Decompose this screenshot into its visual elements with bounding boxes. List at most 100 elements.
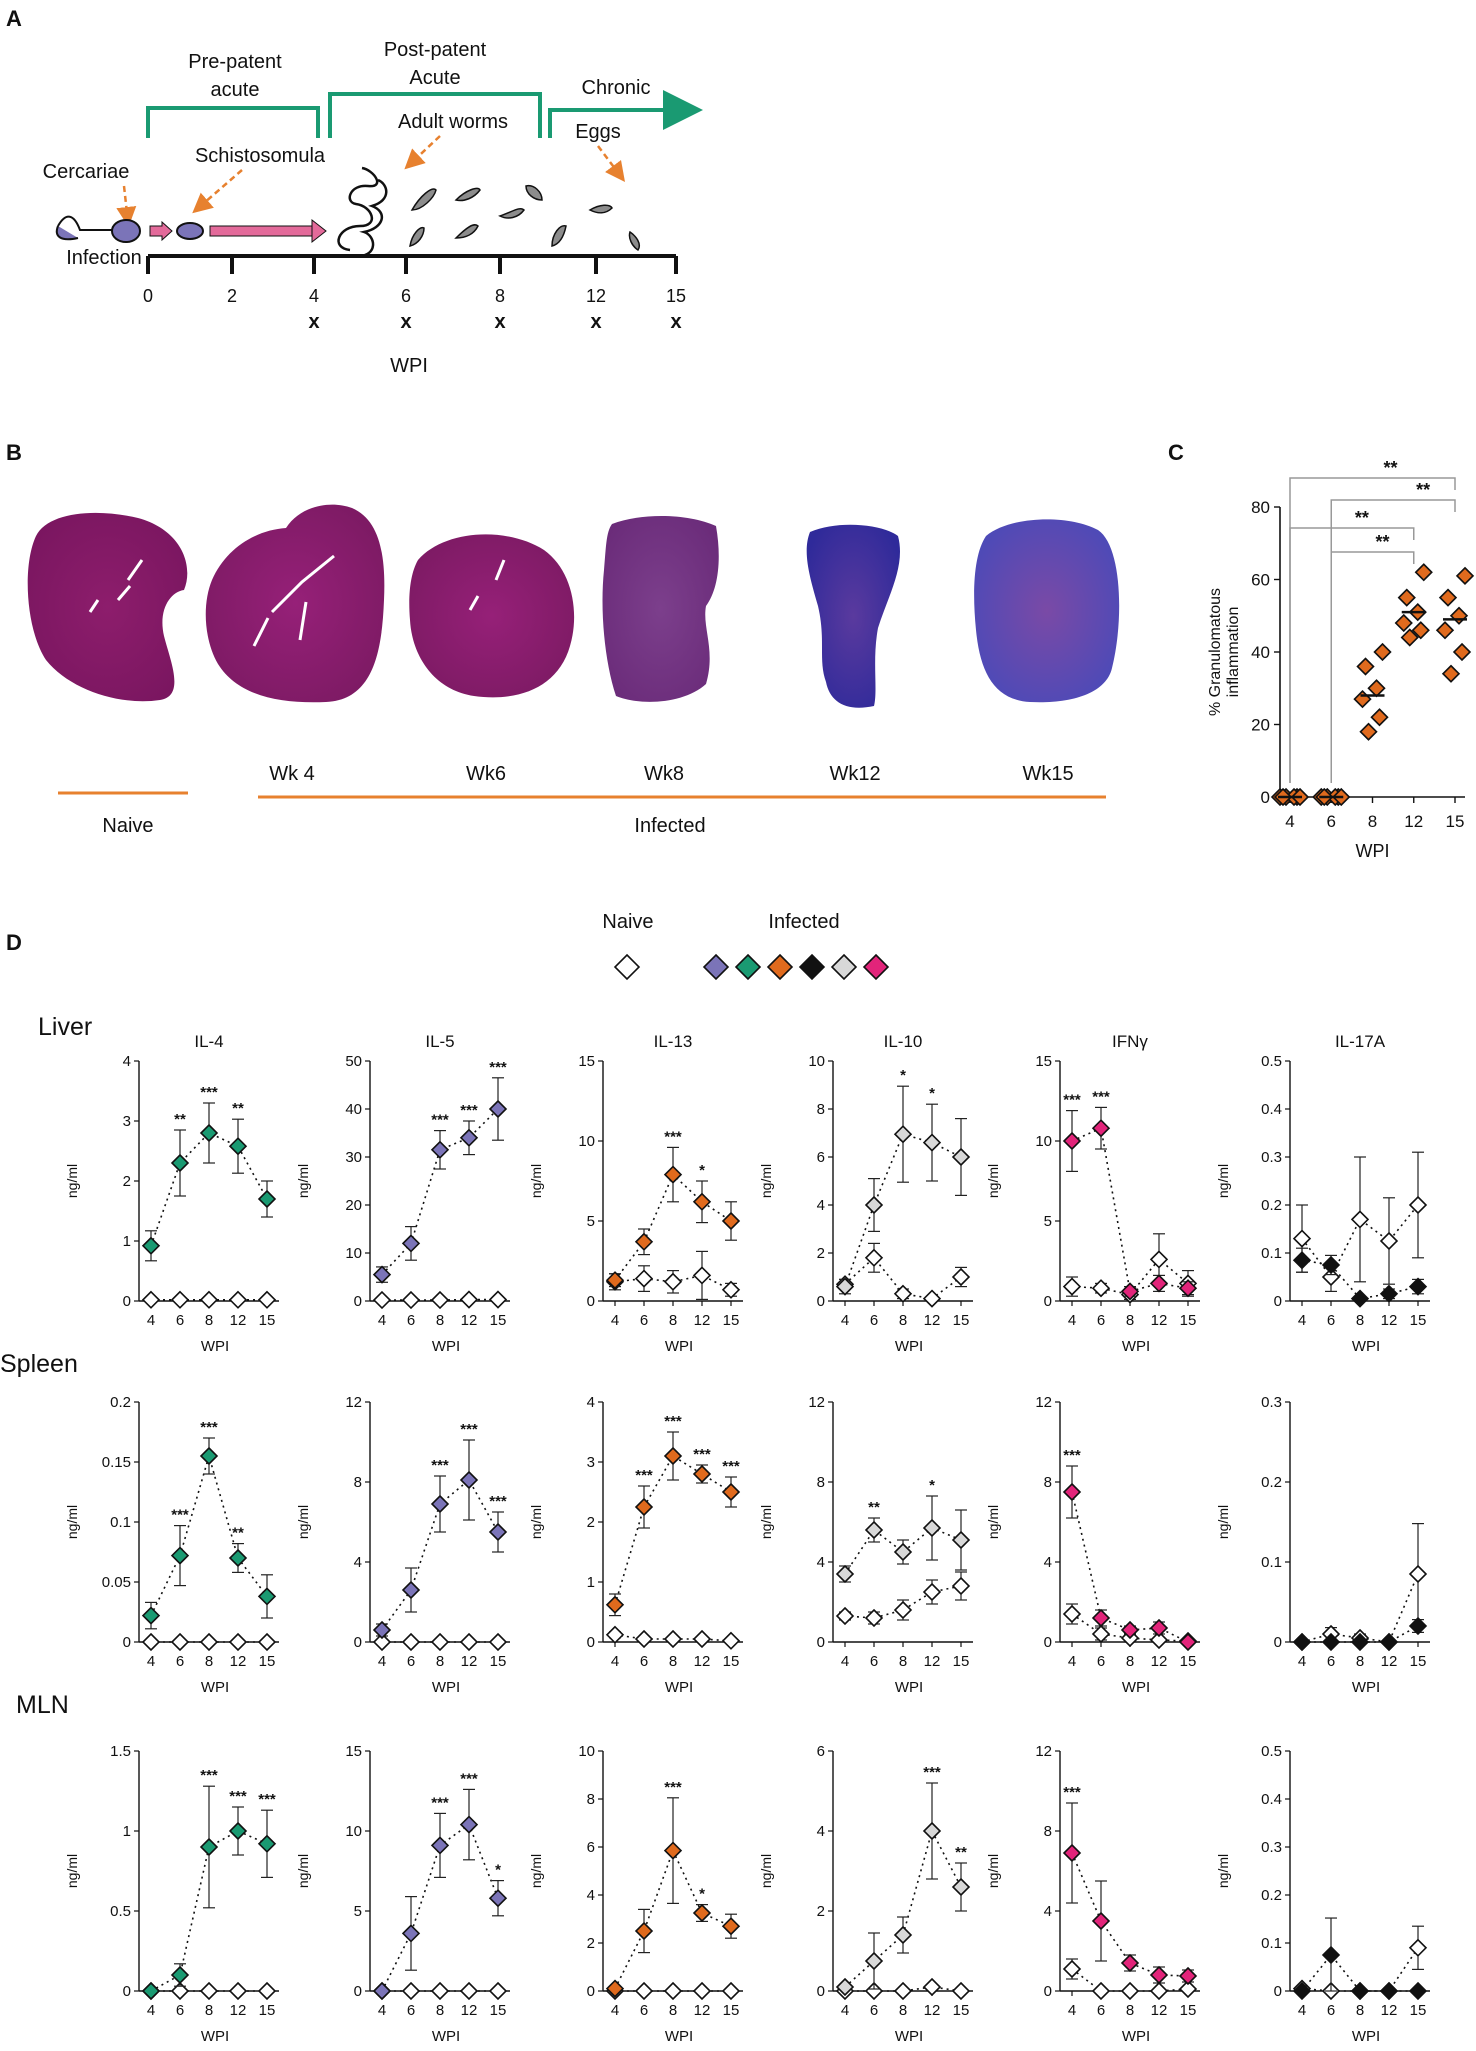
chart-title: IL-13 [654,1032,693,1051]
x-tick-label: 4 [1285,812,1294,831]
x-tick-label: 6 [407,1653,415,1670]
x-tick-label: 8 [1126,2002,1134,2019]
bracket-postpatent [328,92,542,138]
pink-arrow-icon [209,218,327,244]
x-tick-label: 8 [669,1312,677,1329]
infected-point [634,1497,654,1517]
x-axis-label: WPI [432,1338,460,1355]
x-tick-label: 15 [490,1653,507,1670]
infected-point [257,1189,277,1209]
chart-title: IL-10 [884,1032,923,1051]
y-tick-label: 15 [578,1053,595,1070]
naive-point [1091,1279,1111,1298]
naive-point [430,1290,450,1310]
infected-point [1408,1981,1428,2001]
infected-point [1350,1632,1370,1652]
x-tick-label: 6 [640,1653,648,1670]
naive-point [951,1576,971,1596]
y-tick-label: 5 [354,1903,362,1920]
naive-point [459,1981,479,2001]
x-tick-label: 4 [147,1653,155,1670]
naive-point [692,1629,712,1649]
y-tick-label: 6 [587,1839,595,1856]
x-tick-label: 8 [1356,2002,1364,2019]
x-tick-label: 15 [1180,2002,1197,2019]
x-tick-label: 12 [461,2002,478,2019]
legend-marker-infected [798,953,826,981]
liver-histology: Wk 4 Wk6 Wk8 Wk12 Wk15 Naive Infected [27,504,1120,837]
naive-point [1408,1938,1428,1957]
naive-point [372,1290,392,1310]
data-point [1367,679,1386,698]
data-point [1353,689,1372,709]
infected-point [835,1977,855,1997]
x-tick-label: 6 [870,1312,878,1329]
naive-series-line [614,1274,732,1291]
x-tick-label: 6 [176,1312,184,1329]
timeline-sample-marker: x [590,311,601,333]
data-point [1435,621,1455,640]
cytokine-chart: IL-5 0 10 20 30 40 50 4 6 8 12 15 WPI ng/ml *** *** *** [295,1032,510,1355]
data-point [1438,588,1458,607]
x-tick-label: 8 [205,1653,213,1670]
x-tick-label: 6 [1097,1653,1105,1670]
significance-star: *** [1092,1088,1110,1105]
significance-star: ** [232,1100,244,1117]
naive-point [1149,1250,1169,1269]
naive-point [141,1290,161,1309]
y-tick-label: 10 [345,1245,362,1262]
naive-series-line [614,1634,732,1642]
naive-series-line [1071,1968,1189,1992]
cytokine-chart: 0 0.5 1 1.5 4 6 8 12 15 WPI ng/ml *** *** *** [64,1743,279,2045]
x-tick-label: 4 [611,2002,619,2019]
x-axis-label: WPI [1122,1679,1150,1696]
infected-point [864,1520,884,1540]
naive-point [1120,1981,1140,2001]
y-tick-label: 3 [587,1454,595,1471]
significance-star: * [699,1886,705,1903]
significance-bracket [1289,527,1415,783]
naive-point [893,1600,913,1620]
infected-series-line [1071,1852,1189,1977]
infected-point [199,1837,219,1857]
y-tick-label: 4 [817,1823,825,1840]
adult-worms-icon [337,166,388,258]
significance-star: *** [460,1770,478,1787]
significance-star: *** [635,1467,653,1484]
naive-point [922,1582,942,1602]
infected-point [1292,1251,1312,1270]
legend-marker-infected [862,953,890,981]
naive-point [1292,1229,1312,1248]
x-tick-label: 8 [436,1653,444,1670]
infected-point [922,1821,942,1841]
y-axis-label: ng/ml [528,1854,544,1888]
data-point [1397,588,1416,607]
group-label-naive: Naive [102,815,153,837]
naive-point [430,1632,450,1652]
timeline-tick-label: 12 [586,286,606,306]
infected-point [922,1133,942,1152]
x-tick-label: 12 [1151,1653,1168,1670]
y-tick-label: 8 [354,1474,362,1491]
x-tick-label: 4 [841,1312,849,1329]
naive-point [951,1267,971,1287]
legend-marker-infected [830,953,858,981]
infected-point [170,1965,190,1985]
significance-star: ** [955,1844,967,1861]
infected-point [1120,1620,1140,1640]
infection-timeline: Pre-patent acute Post-patent Acute Chron… [43,39,703,377]
naive-series-line [1071,1613,1189,1642]
y-tick-label: 0.1 [1261,1245,1282,1262]
timeline-sample-marker: x [670,311,681,333]
infected-point [864,1195,884,1215]
infected-point [605,1271,625,1290]
x-tick-label: 4 [841,2002,849,2019]
arrow-small-icon [149,220,173,242]
y-tick-label: 0.2 [1261,1887,1282,1904]
data-point [1452,642,1472,662]
x-axis-label: WPI [895,1338,923,1355]
y-tick-label: 8 [587,1791,595,1808]
timeline-axis-label: WPI [390,355,428,377]
